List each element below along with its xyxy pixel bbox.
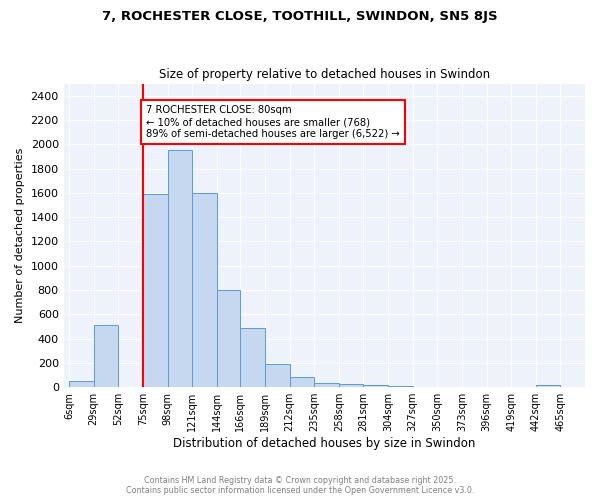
Title: Size of property relative to detached houses in Swindon: Size of property relative to detached ho… [159, 68, 490, 81]
Bar [69, 381, 94, 387]
Bar [290, 377, 314, 387]
Bar [167, 150, 192, 387]
Bar [192, 193, 217, 387]
Bar [339, 384, 364, 387]
Bar [536, 385, 560, 387]
Bar [240, 328, 265, 387]
Text: 7, ROCHESTER CLOSE, TOOTHILL, SWINDON, SN5 8JS: 7, ROCHESTER CLOSE, TOOTHILL, SWINDON, S… [102, 10, 498, 23]
Bar [314, 383, 339, 387]
Bar [143, 194, 167, 387]
Bar [364, 386, 388, 387]
X-axis label: Distribution of detached houses by size in Swindon: Distribution of detached houses by size … [173, 437, 476, 450]
Bar [94, 326, 118, 387]
Bar [413, 386, 437, 387]
Text: 7 ROCHESTER CLOSE: 80sqm
← 10% of detached houses are smaller (768)
89% of semi-: 7 ROCHESTER CLOSE: 80sqm ← 10% of detach… [146, 106, 400, 138]
Bar [388, 386, 413, 387]
Text: Contains HM Land Registry data © Crown copyright and database right 2025.
Contai: Contains HM Land Registry data © Crown c… [126, 476, 474, 495]
Bar [217, 290, 240, 387]
Y-axis label: Number of detached properties: Number of detached properties [15, 148, 25, 323]
Bar [265, 364, 290, 387]
